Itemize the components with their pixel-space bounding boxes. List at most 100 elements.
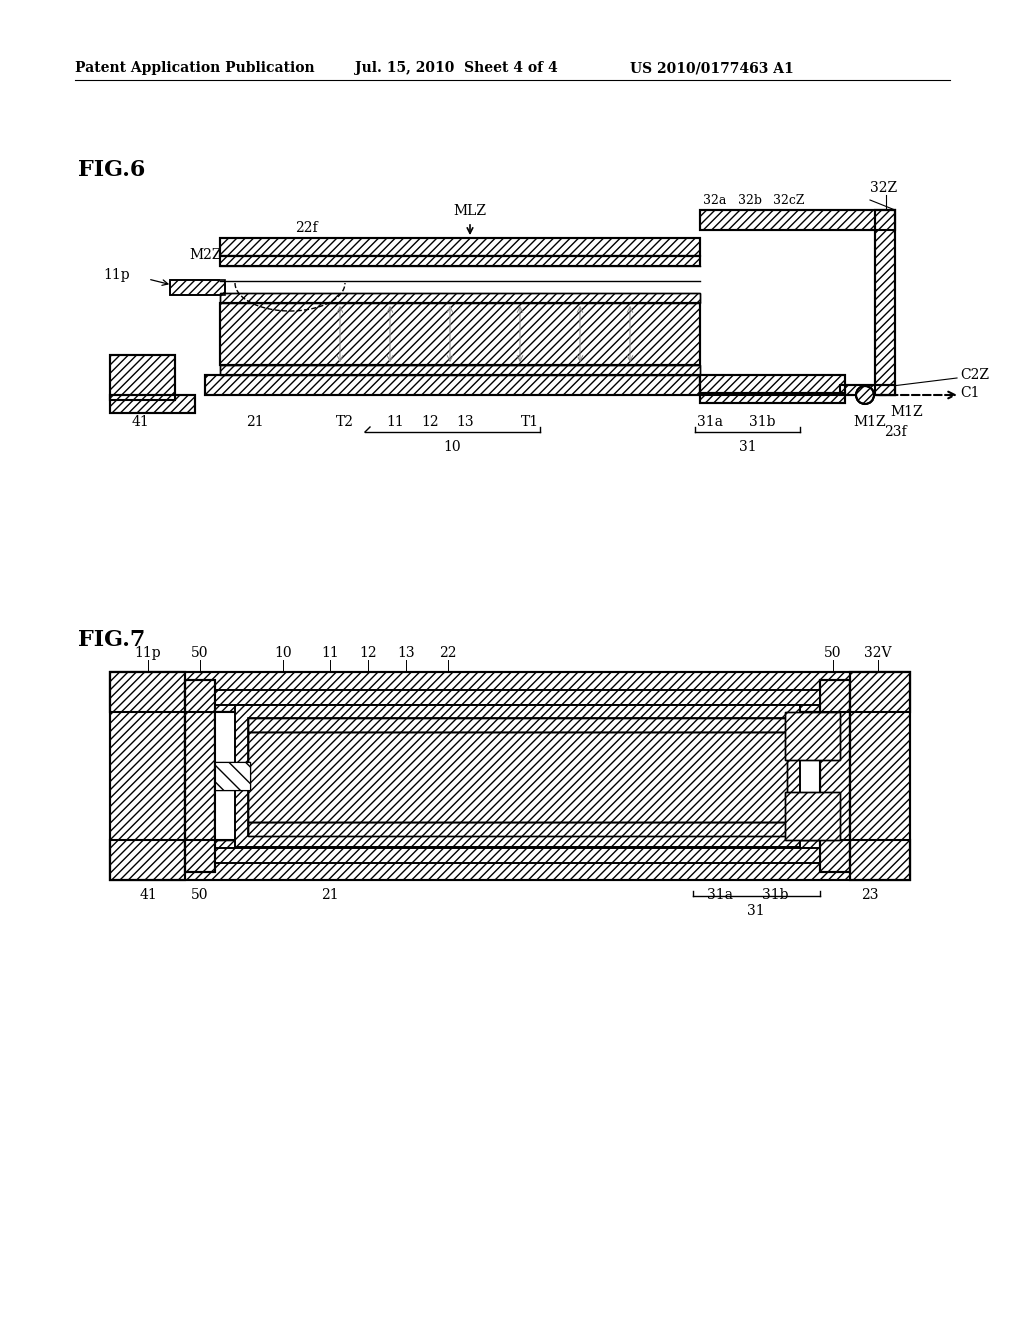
Text: 13: 13	[397, 645, 415, 660]
Bar	[110, 672, 910, 711]
Text: 41: 41	[131, 414, 148, 429]
Bar	[248, 733, 787, 822]
Bar	[220, 293, 700, 304]
Text: 31a: 31a	[707, 888, 733, 902]
Text: Patent Application Publication: Patent Application Publication	[75, 61, 314, 75]
Bar	[220, 366, 700, 375]
Bar	[700, 393, 845, 403]
Bar	[248, 718, 787, 733]
Text: 50: 50	[191, 888, 209, 902]
Bar	[234, 705, 800, 847]
Bar	[248, 733, 787, 822]
Bar	[170, 280, 225, 294]
Bar	[234, 705, 800, 847]
Text: 23: 23	[861, 888, 879, 902]
Text: 22: 22	[439, 645, 457, 660]
Text: 32V: 32V	[864, 645, 892, 660]
Text: 31b: 31b	[749, 414, 775, 429]
Text: 32Z: 32Z	[870, 181, 897, 195]
Text: M1Z: M1Z	[854, 414, 887, 429]
Bar	[840, 385, 895, 395]
Text: 22f: 22f	[295, 220, 318, 235]
Text: 23f: 23f	[884, 425, 906, 440]
Text: 11: 11	[386, 414, 403, 429]
Text: US 2010/0177463 A1: US 2010/0177463 A1	[630, 61, 794, 75]
Bar	[840, 385, 895, 395]
Text: 11: 11	[322, 645, 339, 660]
Bar	[205, 375, 700, 395]
Text: 50: 50	[824, 645, 842, 660]
Bar	[110, 395, 195, 413]
Text: C2Z: C2Z	[961, 368, 989, 381]
Text: 11p: 11p	[135, 645, 162, 660]
Text: 21: 21	[246, 414, 264, 429]
Bar	[700, 210, 895, 230]
Text: M1Z: M1Z	[890, 405, 923, 418]
Bar	[110, 840, 910, 880]
Text: 31a: 31a	[697, 414, 723, 429]
Circle shape	[856, 385, 874, 404]
Text: MLZ: MLZ	[454, 205, 486, 218]
Bar	[220, 267, 700, 281]
Text: T1: T1	[521, 414, 539, 429]
Bar	[248, 718, 787, 836]
Text: 21: 21	[322, 888, 339, 902]
Text: T2: T2	[336, 414, 354, 429]
Bar	[700, 375, 845, 395]
Text: 13: 13	[456, 414, 474, 429]
Text: 31: 31	[748, 904, 765, 917]
Bar	[220, 256, 700, 267]
Bar	[820, 680, 850, 873]
Bar	[110, 672, 185, 880]
Bar	[110, 672, 185, 880]
Text: 41: 41	[139, 888, 157, 902]
Bar	[110, 355, 175, 400]
Bar	[785, 711, 840, 760]
Text: 12: 12	[421, 414, 439, 429]
Text: 31b: 31b	[762, 888, 788, 902]
Text: 10: 10	[443, 440, 461, 454]
Text: C1: C1	[961, 385, 980, 400]
Bar	[220, 304, 700, 366]
Text: 32b: 32b	[738, 194, 762, 207]
Bar	[205, 375, 700, 395]
Text: M2Z: M2Z	[189, 248, 222, 261]
Bar	[850, 672, 910, 880]
Bar	[874, 210, 895, 395]
Bar	[248, 822, 787, 836]
Text: 12: 12	[359, 645, 377, 660]
Bar	[110, 395, 195, 413]
Bar	[215, 690, 820, 705]
Bar	[220, 256, 700, 267]
Bar	[220, 238, 700, 256]
Bar	[220, 366, 700, 375]
Bar	[220, 293, 700, 304]
Text: FIG.7: FIG.7	[78, 630, 145, 651]
Bar	[700, 210, 895, 230]
Bar	[850, 672, 910, 880]
Bar	[785, 792, 840, 840]
Bar	[215, 711, 820, 840]
Bar	[785, 792, 840, 840]
Bar	[700, 393, 845, 403]
Bar	[215, 847, 820, 863]
Text: 31: 31	[739, 440, 757, 454]
Bar	[220, 304, 700, 366]
Bar	[170, 280, 225, 294]
Bar	[215, 762, 250, 789]
Bar	[215, 847, 820, 863]
Text: 32cZ: 32cZ	[773, 194, 805, 207]
Bar	[110, 672, 910, 711]
Text: Jul. 15, 2010  Sheet 4 of 4: Jul. 15, 2010 Sheet 4 of 4	[355, 61, 558, 75]
Text: 50: 50	[191, 645, 209, 660]
Bar	[874, 210, 895, 395]
Bar	[185, 680, 215, 873]
Bar	[785, 711, 840, 760]
Bar	[215, 762, 250, 789]
Bar	[700, 375, 845, 395]
Bar	[110, 840, 910, 880]
Text: 32a: 32a	[703, 194, 726, 207]
Bar	[110, 355, 175, 400]
Bar	[185, 680, 215, 873]
Bar	[220, 238, 700, 256]
